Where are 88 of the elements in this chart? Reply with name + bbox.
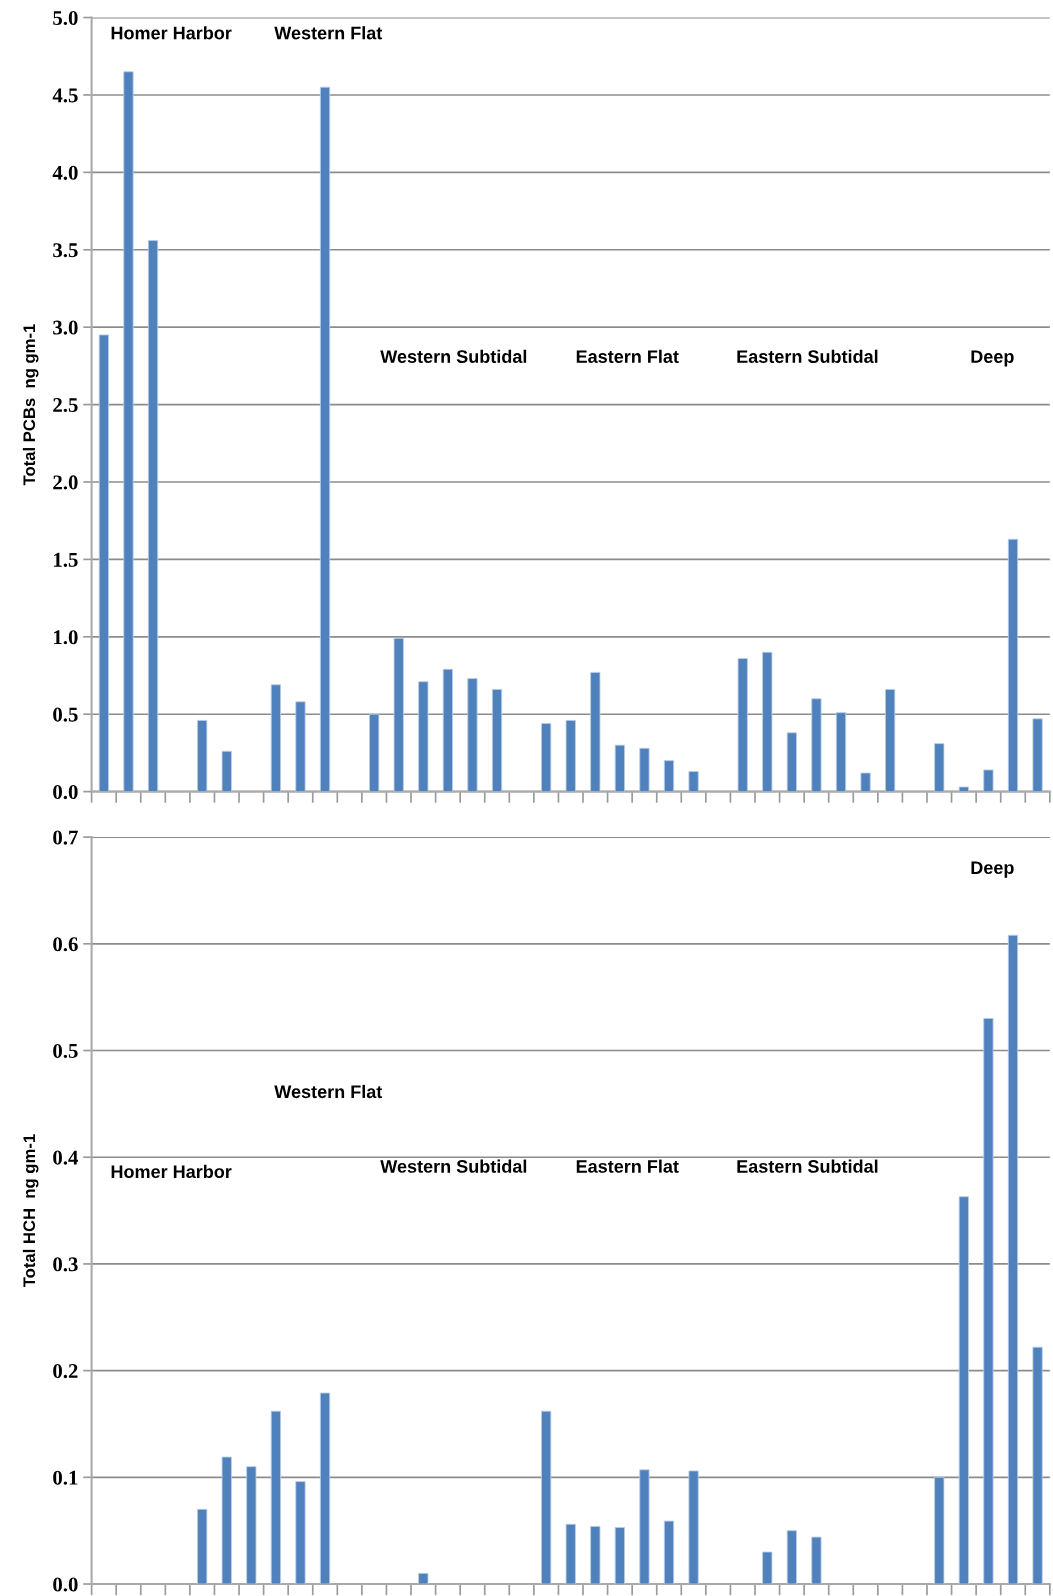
annotation: Western Subtidal	[380, 349, 527, 363]
bar	[541, 1410, 552, 1585]
bar	[811, 698, 822, 792]
y-tick-label: 0.2	[53, 1364, 78, 1379]
bar	[614, 744, 625, 792]
bar	[1032, 718, 1043, 792]
bar	[270, 1410, 281, 1585]
bar	[295, 1481, 306, 1585]
annotation: Western Flat	[274, 26, 383, 40]
annotation: Eastern Flat	[576, 1159, 679, 1173]
y-tick-label: 0.5	[53, 707, 78, 722]
bar	[688, 771, 699, 792]
bar	[1007, 934, 1019, 1585]
bar	[762, 1551, 773, 1585]
bar	[442, 668, 453, 792]
annotation: Eastern Flat	[576, 349, 679, 363]
bar	[491, 689, 503, 792]
bar	[639, 747, 650, 792]
annotation: Deep	[971, 861, 1014, 878]
bar	[811, 1536, 822, 1585]
bar	[221, 1456, 232, 1585]
bar	[786, 732, 797, 792]
y-axis-title: Total HCH ng gm-1	[22, 1134, 39, 1288]
bar	[369, 713, 380, 792]
bar	[467, 678, 478, 792]
y-tick-label: 2.0	[53, 475, 78, 490]
bar	[786, 1530, 797, 1585]
bar	[614, 1527, 625, 1585]
y-tick-label: 1.0	[54, 630, 78, 645]
bar	[762, 651, 773, 792]
bar	[663, 760, 675, 792]
bar	[541, 723, 552, 792]
bar	[737, 658, 748, 792]
bar	[418, 1572, 429, 1585]
bar	[983, 769, 994, 792]
bar	[295, 701, 306, 792]
bar	[319, 1392, 331, 1585]
bar	[983, 1018, 994, 1585]
bar	[197, 719, 208, 792]
y-tick-label: 0.1	[53, 1470, 78, 1485]
y-tick-label: 3.5	[53, 243, 78, 258]
bar	[688, 1470, 699, 1585]
bar	[197, 1508, 208, 1585]
annotation: Western Subtidal	[380, 1159, 527, 1173]
bar	[590, 1525, 601, 1585]
annotation: Western Flat	[274, 1084, 383, 1099]
y-tick-label: 0.7	[53, 830, 78, 845]
bar	[885, 689, 896, 792]
bar	[221, 750, 232, 792]
bar	[147, 240, 159, 792]
bar	[639, 1469, 650, 1585]
y-tick-label: 0.0	[53, 784, 78, 800]
bar	[958, 1196, 969, 1585]
bar	[1007, 538, 1019, 792]
bar	[319, 86, 331, 792]
bar	[246, 1466, 257, 1585]
bar	[270, 684, 281, 792]
bar	[565, 719, 576, 792]
bar	[835, 712, 847, 792]
bar	[565, 1523, 576, 1585]
bar	[98, 334, 109, 792]
y-tick-label: 0.0	[53, 1577, 78, 1592]
annotation: Homer Harbor	[111, 1164, 232, 1179]
bar	[860, 772, 871, 792]
y-tick-label: 0.5	[53, 1043, 78, 1059]
y-tick-label: 4.0	[52, 165, 78, 180]
annotation: Eastern Subtidal	[737, 349, 878, 363]
bar	[418, 681, 429, 792]
y-tick-label: 2.5	[53, 398, 78, 413]
bar	[958, 786, 969, 792]
y-tick-label: 1.5	[54, 552, 78, 567]
y-tick-label: 0.6	[53, 937, 78, 952]
y-tick-label: 4.5	[52, 88, 78, 103]
y-tick-label: 5.0	[53, 10, 78, 26]
bar	[123, 71, 134, 792]
bar	[590, 671, 601, 792]
annotation: Deep	[971, 350, 1014, 367]
y-tick-label: 0.3	[53, 1257, 78, 1272]
y-axis-title: Total PCBs ng gm-1	[22, 324, 39, 486]
y-tick-label: 0.4	[53, 1150, 79, 1165]
annotation: Eastern Subtidal	[737, 1159, 878, 1173]
bar	[934, 743, 945, 792]
bar	[663, 1520, 675, 1585]
bar	[934, 1476, 945, 1585]
y-tick-label: 3.0	[53, 320, 78, 335]
bar	[393, 637, 404, 792]
bar	[1032, 1346, 1043, 1585]
annotation: Homer Harbor	[111, 26, 232, 40]
